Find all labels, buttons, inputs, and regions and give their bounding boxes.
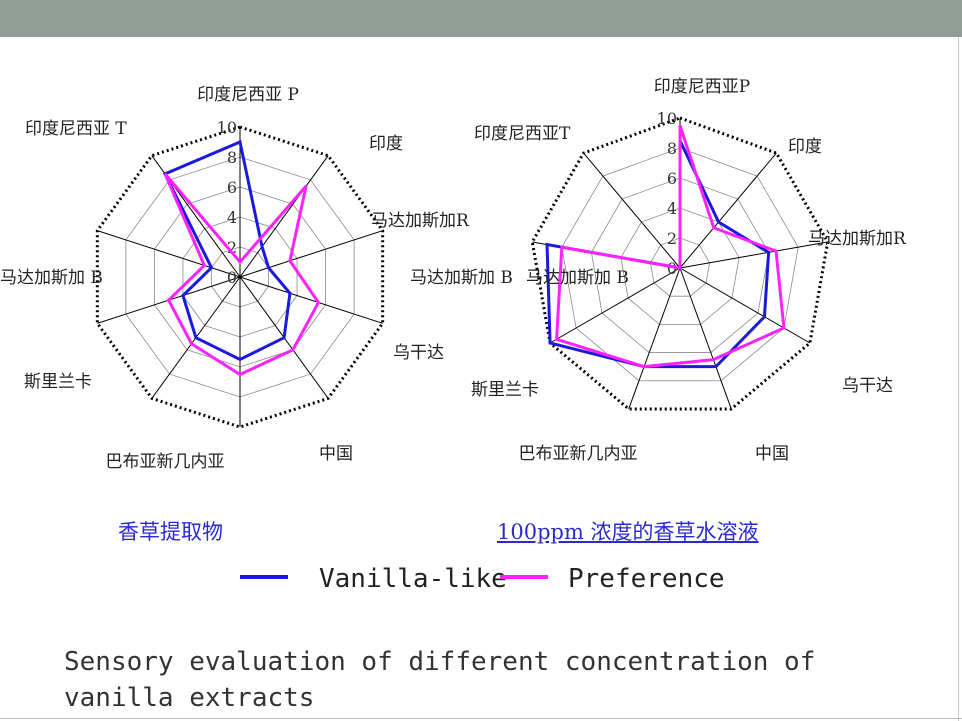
radar-spoke xyxy=(239,230,383,278)
radar-spoke xyxy=(239,276,383,324)
radar-category-label: 马达加斯加R xyxy=(371,211,470,231)
radar-tick-label: 4 xyxy=(227,208,237,227)
radar-category-label: 中国 xyxy=(755,444,789,464)
slide-header-band xyxy=(0,0,962,37)
slide-title: Sensory evaluation of different concentr… xyxy=(64,644,815,716)
radar-spoke xyxy=(679,267,811,344)
radar-grid-ring xyxy=(561,147,799,382)
radar-tick-label: 2 xyxy=(667,229,677,248)
radar-tick-label: 0 xyxy=(227,268,237,287)
radar-spoke xyxy=(97,230,241,278)
radar-outer-ring xyxy=(530,116,830,411)
radar-series-preference xyxy=(555,125,786,369)
radar-grid-ring xyxy=(590,177,770,353)
radar-category-label: 中国 xyxy=(319,444,353,464)
radar-series-vanilla-like xyxy=(545,139,771,369)
radar-spoke xyxy=(679,152,777,269)
radar-spoke xyxy=(679,241,828,269)
slide-bottom-border xyxy=(0,718,962,719)
radar-spoke xyxy=(583,152,681,269)
legend-label-vanilla-like: Vanilla-like xyxy=(319,564,507,594)
radar-category-label: 印度 xyxy=(788,137,822,157)
radar-category-label: 马达加斯加 B xyxy=(526,268,629,288)
radar-tick-label: 6 xyxy=(667,169,677,188)
radar-category-label: 马达加斯加 B xyxy=(0,268,103,288)
radar-tick-label: 10 xyxy=(217,118,237,137)
radar-category-label: 马达加斯加 B xyxy=(410,268,513,288)
radar-category-label: 巴布亚新几内亚 xyxy=(519,444,638,464)
radar-category-label: 印度尼西亚 P xyxy=(197,85,299,105)
radar-category-label: 印度尼西亚P xyxy=(654,77,750,97)
radar-tick-label: 6 xyxy=(227,178,237,197)
slide-title-line-1: Sensory evaluation of different concentr… xyxy=(64,647,816,677)
radar-grid-ring xyxy=(620,207,740,325)
radar-tick-label: 8 xyxy=(227,148,237,167)
chart-caption-solution[interactable]: 100ppm 浓度的香草水溶液 xyxy=(497,520,759,544)
radar-category-label: 印度尼西亚 T xyxy=(25,119,127,139)
radar-tick-label: 4 xyxy=(667,199,677,218)
radar-tick-label: 8 xyxy=(667,139,677,158)
chart-caption-extract: 香草提取物 xyxy=(118,520,223,544)
radar-grid-ring xyxy=(650,237,710,297)
radar-category-label: 印度尼西亚T xyxy=(474,124,571,144)
radar-category-label: 印度 xyxy=(369,134,403,154)
radar-category-label: 马达加斯加R xyxy=(808,229,907,249)
radar-category-label: 巴布亚新几内亚 xyxy=(106,452,225,472)
slide-right-border xyxy=(958,37,959,721)
radar-tick-label: 0 xyxy=(667,259,677,278)
legend-swatch-vanilla-like xyxy=(240,575,288,579)
radar-spoke xyxy=(679,267,732,410)
radar-spoke xyxy=(549,267,681,344)
radar-tick-label: 10 xyxy=(657,109,677,128)
radar-spoke xyxy=(628,267,681,410)
radar-category-label: 斯里兰卡 xyxy=(471,380,539,400)
radar-spoke xyxy=(239,155,329,278)
legend-swatch-preference xyxy=(500,575,548,579)
slide-title-line-2: vanilla extracts xyxy=(64,683,315,713)
radar-tick-label: 2 xyxy=(227,238,237,257)
legend-label-preference: Preference xyxy=(568,564,725,594)
radar-category-label: 乌干达 xyxy=(842,376,893,396)
radar-category-label: 乌干达 xyxy=(393,343,444,363)
radar-category-label: 斯里兰卡 xyxy=(24,372,92,392)
